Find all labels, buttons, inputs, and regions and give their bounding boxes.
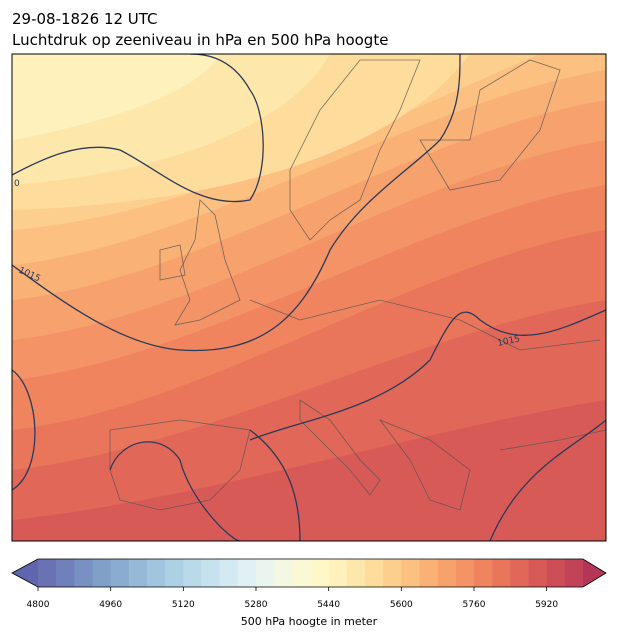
- colorbar-cell: [165, 559, 184, 587]
- colorbar-cell: [346, 559, 366, 587]
- colorbar-cell: [274, 559, 293, 587]
- colorbar-cell: [383, 559, 402, 587]
- colorbar-cell: [310, 559, 329, 587]
- colorbar-under: [12, 559, 38, 587]
- colorbar-tick-label: 5600: [390, 600, 413, 610]
- colorbar-cell: [128, 559, 148, 587]
- colorbar-tick-label: 5280: [245, 600, 268, 610]
- colorbar-cell: [92, 559, 111, 587]
- colorbar-label: 500 hPa hoogte in meter: [241, 615, 378, 628]
- colorbar-over: [583, 559, 606, 587]
- colorbar-cell: [419, 559, 438, 587]
- colorbar-tick-label: 5440: [317, 600, 340, 610]
- colorbar-cell: [256, 559, 275, 587]
- colorbar-cell: [74, 559, 93, 587]
- colorbar-cell: [38, 559, 57, 587]
- colorbar-tick-label: 5760: [463, 600, 486, 610]
- colorbar-cell: [474, 559, 493, 587]
- contour-label: 1015: [497, 334, 521, 349]
- colorbar-frame: [11, 558, 607, 588]
- colorbar-cell: [292, 559, 311, 587]
- colorbar-cell: [528, 559, 547, 587]
- colorbar-tick-label: 4960: [99, 600, 122, 610]
- colorbar-cell: [219, 559, 239, 587]
- colorbar-cell: [237, 559, 257, 587]
- colorbar-cell: [183, 559, 202, 587]
- colorbar-cell: [401, 559, 420, 587]
- contour-label: 0: [14, 179, 20, 189]
- colorbar-cell: [56, 559, 75, 587]
- date: 29-08-1826 12 UTC: [12, 10, 158, 28]
- colorbar-cell: [201, 559, 220, 587]
- colorbar-cell: [564, 559, 584, 587]
- title: Luchtdruk op zeeniveau in hPa en 500 hPa…: [12, 31, 388, 49]
- colorbar-cell: [455, 559, 475, 587]
- colorbar-cell: [147, 559, 166, 587]
- colorbar-cell: [546, 559, 566, 587]
- colorbar-tick-label: 4800: [27, 600, 50, 610]
- colorbar-tick-label: 5920: [535, 600, 558, 610]
- colorbar-cell: [492, 559, 511, 587]
- colorbar-cell: [365, 559, 384, 587]
- map-frame: [11, 53, 607, 542]
- colorbar-cell: [510, 559, 529, 587]
- colorbar-tick-label: 5120: [172, 600, 195, 610]
- colorbar-cell: [328, 559, 348, 587]
- map: 0 1015 1015: [12, 54, 606, 541]
- colorbar: 4800 4960 5120 5280 5440 5600 5760 5920: [11, 558, 607, 610]
- colorbar-cell: [437, 559, 457, 587]
- colorbar-cell: [110, 559, 130, 587]
